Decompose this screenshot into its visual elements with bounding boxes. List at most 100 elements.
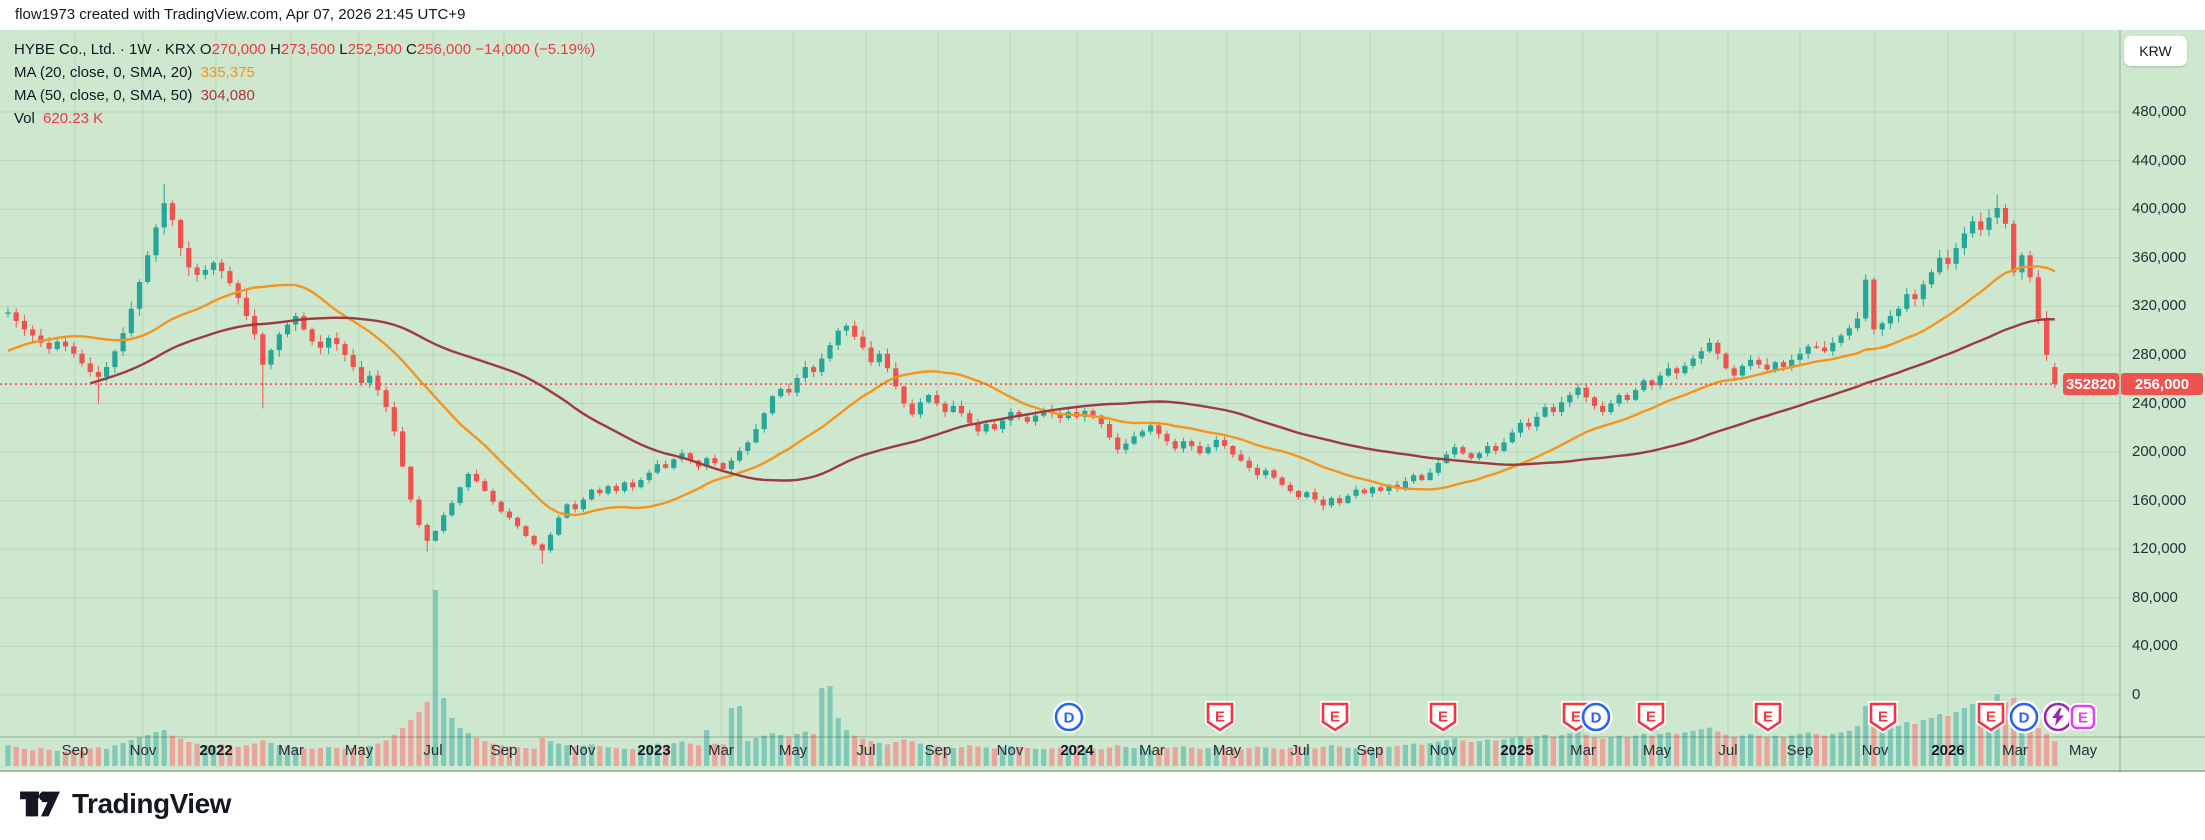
ohlc-key: L	[339, 41, 348, 58]
ma50-label: MA (50, close, 0, SMA, 50)	[14, 87, 193, 104]
price-axis-label: 280,000	[2132, 346, 2187, 363]
time-axis-label: Nov	[129, 742, 157, 759]
time-axis-label: Sep	[924, 742, 952, 759]
time-axis-label: Mar	[708, 742, 734, 759]
event-badge-dividend[interactable]: D	[1052, 700, 1086, 734]
time-axis-label: Sep	[61, 742, 89, 759]
time-axis-label: Nov	[568, 742, 596, 759]
price-axis-label: 240,000	[2132, 395, 2187, 412]
last-price-label: 256,000	[2121, 373, 2203, 395]
time-axis-label: 2024	[1060, 742, 1094, 759]
volume-label: Vol	[14, 110, 35, 127]
price-axis-label: 480,000	[2132, 103, 2187, 120]
event-badge-earnings[interactable]: E	[1634, 700, 1668, 734]
chart-legend: HYBE Co., Ltd. · 1W · KRX O270,000 H273,…	[14, 38, 595, 130]
svg-text:E: E	[1646, 709, 1656, 726]
footer: TradingView	[0, 772, 2205, 840]
time-axis-label: Sep	[490, 742, 518, 759]
ma-layer	[7, 265, 2056, 517]
grid-layer	[0, 30, 2120, 737]
time-axis-label: Mar	[278, 742, 304, 759]
time-axis-label: May	[1212, 742, 1242, 759]
time-axis-label: Nov	[1861, 742, 1889, 759]
tradingview-logo[interactable]: TradingView	[18, 786, 231, 822]
time-axis-label: Mar	[2002, 742, 2028, 759]
tradingview-logo-text: TradingView	[72, 788, 231, 819]
event-badge-dividend[interactable]: D	[2007, 700, 2041, 734]
ma20-value: 335,375	[200, 64, 255, 81]
svg-text:E: E	[1571, 709, 1581, 726]
price-axis-label: 120,000	[2132, 540, 2187, 557]
svg-text:E: E	[1986, 709, 1996, 726]
legend-ma50-row[interactable]: MA (50, close, 0, SMA, 50) 304,080	[14, 84, 595, 107]
ohlc-key: H	[269, 41, 281, 58]
time-axis-label: Nov	[996, 742, 1024, 759]
time-axis-label: 2026	[1931, 742, 1965, 759]
event-badge-earnings[interactable]: E	[1751, 700, 1785, 734]
time-axis-label: Nov	[1429, 742, 1457, 759]
price-chart-canvas[interactable]	[0, 30, 2205, 772]
svg-text:E: E	[1215, 709, 1225, 726]
currency-toggle-button[interactable]: KRW	[2124, 36, 2187, 66]
ohlc-val: 252,500	[347, 41, 402, 58]
sma20-line	[7, 265, 2056, 517]
svg-text:D: D	[2019, 710, 2030, 727]
price-axis-label: 160,000	[2132, 492, 2187, 509]
time-axis-label: Jul	[856, 742, 876, 759]
price-axis-label: 40,000	[2132, 637, 2178, 654]
ohlc-values: O270,000 H273,500 L252,500 C256,000 −14,…	[200, 41, 595, 58]
tradingview-logo-icon	[20, 791, 60, 817]
svg-text:E: E	[1438, 709, 1448, 726]
time-axis-label: May	[344, 742, 374, 759]
price-axis-label: 80,000	[2132, 589, 2178, 606]
time-axis-label: Jul	[1290, 742, 1310, 759]
time-axis-label: 2023	[637, 742, 671, 759]
event-badge-earnings[interactable]: E	[1203, 700, 1237, 734]
price-axis-label: 320,000	[2132, 297, 2187, 314]
time-axis-label: Mar	[1139, 742, 1165, 759]
time-axis-label: Jul	[1718, 742, 1738, 759]
event-badge-earnings[interactable]: E	[1866, 700, 1900, 734]
legend-symbol-row[interactable]: HYBE Co., Ltd. · 1W · KRX O270,000 H273,…	[14, 38, 595, 61]
ma20-label: MA (20, close, 0, SMA, 20)	[14, 64, 193, 81]
time-axis-label: Jul	[423, 742, 443, 759]
change-value: −14,000 (−5.19%)	[475, 41, 596, 58]
ohlc-val: 270,000	[211, 41, 266, 58]
price-axis-label: 360,000	[2132, 249, 2187, 266]
attribution-bar: flow1973 created with TradingView.com, A…	[0, 0, 2205, 30]
legend-volume-row[interactable]: Vol 620.23 K	[14, 107, 595, 130]
event-badge-earnings[interactable]: E	[1318, 700, 1352, 734]
chart-panel[interactable]: HYBE Co., Ltd. · 1W · KRX O270,000 H273,…	[0, 30, 2205, 772]
svg-text:E: E	[2078, 710, 2088, 727]
svg-text:E: E	[1878, 709, 1888, 726]
ohlc-val: 256,000	[416, 41, 472, 58]
svg-text:D: D	[1591, 710, 1602, 727]
candles-layer	[5, 183, 2058, 564]
event-badge-earnings[interactable]: E	[1426, 700, 1460, 734]
ma50-value: 304,080	[200, 87, 255, 104]
symbol-title: HYBE Co., Ltd. · 1W · KRX	[14, 41, 196, 58]
svg-text:D: D	[1064, 710, 1075, 727]
ohlc-key: O	[199, 41, 212, 58]
time-axis-label: May	[1642, 742, 1672, 759]
attribution-text: flow1973 created with TradingView.com, A…	[15, 6, 466, 23]
price-axis-label: 400,000	[2132, 200, 2187, 217]
time-axis-label: May	[2068, 742, 2098, 759]
legend-ma20-row[interactable]: MA (20, close, 0, SMA, 20) 335,375	[14, 61, 595, 84]
time-axis-label: Sep	[1356, 742, 1384, 759]
event-badge-dividend[interactable]: D	[1579, 700, 1613, 734]
time-axis-label: 2025	[1500, 742, 1534, 759]
svg-text:E: E	[1763, 709, 1773, 726]
volume-value: 620.23 K	[43, 110, 104, 127]
event-badge-earnings[interactable]: E	[1974, 700, 2008, 734]
time-axis-label: May	[778, 742, 808, 759]
event-badge-earnings-upcoming[interactable]: E	[2066, 700, 2100, 734]
price-axis-label: 0	[2132, 686, 2141, 703]
sma50-line	[89, 316, 2055, 482]
time-axis-label: 2022	[199, 742, 233, 759]
price-axis-label: 440,000	[2132, 152, 2187, 169]
price-axis-label: 200,000	[2132, 443, 2187, 460]
bar-countdown-label: 352820	[2063, 373, 2119, 395]
svg-text:E: E	[1330, 709, 1340, 726]
